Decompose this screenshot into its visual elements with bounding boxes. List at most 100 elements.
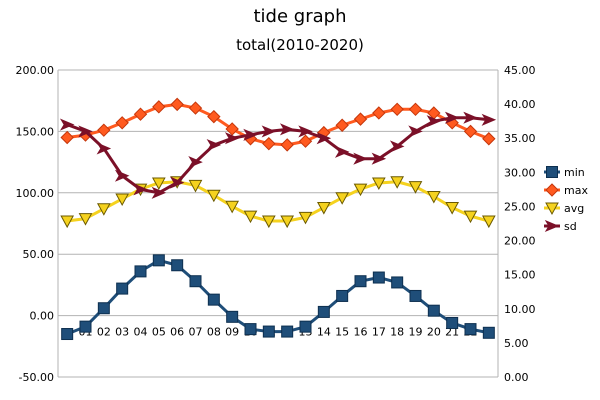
chart-title: tide graph bbox=[253, 6, 347, 27]
data-point-sd bbox=[96, 142, 112, 155]
data-point-min bbox=[299, 320, 312, 333]
data-point-max bbox=[207, 109, 221, 124]
legend-marker-min bbox=[546, 166, 558, 178]
y-left-tick-label: 50.00 bbox=[23, 248, 55, 261]
series-line-min bbox=[66, 258, 490, 336]
data-point-avg bbox=[481, 215, 496, 229]
data-point-avg bbox=[353, 183, 368, 197]
data-point-avg bbox=[261, 215, 276, 229]
data-point-sd bbox=[261, 125, 277, 138]
data-point-avg bbox=[78, 213, 93, 226]
x-tick-label: 20 bbox=[427, 326, 441, 339]
data-point-sd bbox=[298, 125, 313, 138]
data-point-min bbox=[409, 289, 422, 302]
chart-subtitle: total(2010-2020) bbox=[236, 36, 364, 54]
data-point-avg bbox=[463, 210, 478, 224]
data-point-avg bbox=[151, 177, 166, 191]
x-tick-label: 02 bbox=[97, 326, 111, 339]
data-point-min bbox=[281, 325, 294, 338]
legend-label-avg: avg bbox=[564, 202, 584, 215]
data-point-avg bbox=[225, 200, 240, 214]
legend-label-sd: sd bbox=[564, 220, 577, 233]
y-left-tick-label: 150.00 bbox=[16, 125, 55, 138]
y-left-tick-label: 200.00 bbox=[16, 64, 55, 77]
data-point-max bbox=[298, 134, 313, 148]
y-right-tick-label: 25.00 bbox=[504, 200, 536, 213]
x-tick-label: 08 bbox=[207, 326, 221, 339]
data-point-sd bbox=[133, 183, 148, 196]
data-point-sd bbox=[151, 186, 167, 199]
data-point-min bbox=[171, 259, 184, 272]
data-point-min bbox=[79, 320, 92, 333]
data-point-min bbox=[336, 289, 349, 302]
data-point-sd bbox=[481, 113, 497, 126]
data-point-sd bbox=[371, 152, 387, 165]
data-point-min bbox=[207, 293, 220, 306]
data-point-avg bbox=[96, 203, 111, 216]
data-point-max bbox=[372, 106, 386, 120]
x-tick-label: 19 bbox=[409, 326, 423, 339]
data-point-sd bbox=[279, 123, 295, 136]
data-point-sd bbox=[463, 111, 478, 124]
data-point-max bbox=[133, 107, 148, 121]
data-point-avg bbox=[316, 202, 331, 215]
data-point-avg bbox=[335, 192, 350, 205]
y-right-tick-label: 10.00 bbox=[504, 303, 536, 316]
data-point-sd bbox=[316, 132, 332, 145]
data-point-min bbox=[61, 328, 74, 341]
y-left-tick-label: -50.00 bbox=[19, 371, 54, 384]
data-point-min bbox=[134, 265, 147, 278]
legend-marker-max bbox=[545, 183, 559, 197]
data-point-max bbox=[188, 101, 203, 115]
data-point-sd bbox=[59, 118, 75, 131]
data-point-max bbox=[408, 102, 423, 117]
data-point-avg bbox=[188, 179, 203, 193]
data-point-avg bbox=[298, 211, 313, 225]
data-point-avg bbox=[243, 210, 258, 224]
data-point-sd bbox=[224, 132, 240, 145]
data-point-min bbox=[262, 325, 275, 338]
data-point-min bbox=[354, 275, 367, 288]
y-left-tick-label: 100.00 bbox=[16, 187, 55, 200]
x-tick-label: 18 bbox=[390, 326, 404, 339]
data-point-max bbox=[170, 97, 184, 112]
data-point-sd bbox=[169, 176, 185, 189]
y-right-tick-label: 20.00 bbox=[504, 235, 536, 248]
y-right-tick-label: 35.00 bbox=[504, 132, 536, 145]
y-left-tick-label: 0.00 bbox=[30, 310, 55, 323]
x-tick-label: 03 bbox=[115, 326, 129, 339]
data-point-avg bbox=[60, 215, 75, 229]
x-tick-label: 09 bbox=[225, 326, 239, 339]
data-point-min bbox=[446, 316, 459, 329]
y-right-tick-label: 45.00 bbox=[504, 64, 536, 77]
data-point-max bbox=[262, 136, 276, 151]
data-point-max bbox=[152, 100, 166, 114]
data-point-min bbox=[391, 276, 404, 289]
data-point-sd bbox=[243, 128, 258, 141]
data-point-min bbox=[244, 323, 257, 336]
data-point-sd bbox=[389, 140, 405, 153]
data-point-sd bbox=[78, 125, 93, 138]
data-point-sd bbox=[334, 145, 350, 158]
data-point-sd bbox=[426, 115, 442, 128]
data-point-sd bbox=[188, 156, 203, 169]
x-tick-label: 04 bbox=[134, 326, 148, 339]
data-point-max bbox=[97, 123, 111, 137]
x-tick-label: 06 bbox=[170, 326, 184, 339]
data-point-max bbox=[60, 130, 74, 145]
x-tick-label: 05 bbox=[152, 326, 166, 339]
data-point-avg bbox=[280, 215, 295, 229]
data-point-min bbox=[152, 254, 165, 267]
data-point-min bbox=[482, 326, 495, 339]
data-point-max bbox=[335, 118, 349, 132]
data-point-min bbox=[427, 304, 440, 317]
data-point-max bbox=[353, 112, 368, 126]
data-point-avg bbox=[426, 190, 441, 204]
data-point-max bbox=[225, 122, 239, 136]
legend-marker-sd bbox=[544, 219, 560, 233]
data-point-avg bbox=[206, 189, 221, 203]
y-right-tick-label: 30.00 bbox=[504, 166, 536, 179]
data-point-min bbox=[372, 271, 385, 284]
data-point-min bbox=[189, 275, 202, 288]
